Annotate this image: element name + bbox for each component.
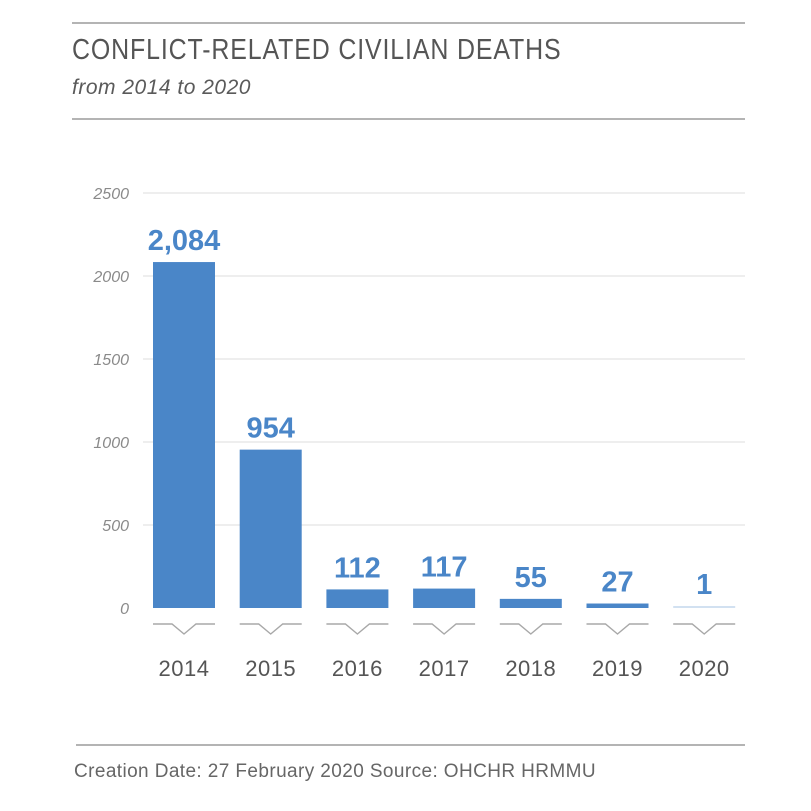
category-marker bbox=[239, 623, 302, 635]
x-tick-label: 2014 bbox=[159, 656, 210, 681]
x-tick-label: 2020 bbox=[679, 656, 730, 681]
data-label: 954 bbox=[247, 413, 295, 445]
bar bbox=[499, 598, 562, 608]
data-label: 27 bbox=[601, 567, 633, 599]
header-divider bbox=[72, 118, 745, 120]
top-divider bbox=[72, 22, 745, 24]
y-tick-label: 2500 bbox=[92, 186, 129, 203]
bar bbox=[153, 262, 215, 608]
y-tick-label: 0 bbox=[120, 601, 129, 618]
bar bbox=[673, 606, 736, 608]
bar bbox=[326, 589, 389, 608]
x-tick-label: 2016 bbox=[332, 656, 383, 681]
y-tick-label: 1500 bbox=[93, 352, 129, 369]
footer-divider bbox=[76, 744, 745, 746]
data-label: 1 bbox=[696, 569, 712, 601]
data-label: 112 bbox=[334, 552, 381, 584]
category-marker bbox=[153, 623, 215, 635]
category-marker bbox=[499, 623, 562, 635]
chart-title: CONFLICT-RELATED CIVILIAN DEATHS bbox=[72, 34, 562, 66]
bar bbox=[239, 449, 302, 608]
category-marker bbox=[413, 623, 476, 635]
category-marker bbox=[586, 623, 649, 635]
category-marker bbox=[673, 623, 736, 635]
data-label: 117 bbox=[421, 552, 468, 584]
x-tick-label: 2015 bbox=[245, 656, 296, 681]
y-tick-label: 500 bbox=[102, 518, 129, 535]
chart-subtitle: from 2014 to 2020 bbox=[72, 76, 251, 99]
x-tick-label: 2019 bbox=[592, 656, 643, 681]
y-tick-label: 2000 bbox=[92, 269, 129, 286]
y-tick-label: 1000 bbox=[93, 435, 129, 452]
bar bbox=[413, 588, 476, 608]
data-label: 55 bbox=[515, 562, 547, 594]
category-marker bbox=[326, 623, 389, 635]
bar bbox=[586, 603, 649, 608]
footer-credit: Creation Date: 27 February 2020 Source: … bbox=[74, 761, 596, 782]
x-tick-label: 2017 bbox=[419, 656, 470, 681]
data-label: 2,084 bbox=[148, 225, 221, 257]
x-tick-label: 2018 bbox=[505, 656, 556, 681]
